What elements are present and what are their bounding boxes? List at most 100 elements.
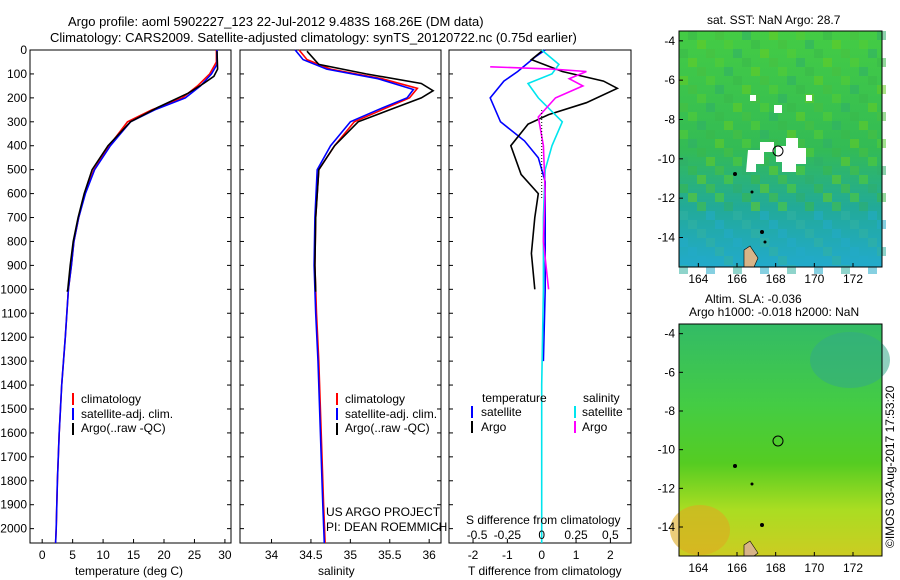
- sst-cell: [868, 49, 877, 58]
- island-dot: [750, 190, 754, 194]
- sst-cell: [760, 103, 769, 112]
- sst-cell: [742, 193, 751, 202]
- lat-tick-label: -10: [658, 152, 676, 166]
- depth-tick-label: 1800: [0, 474, 27, 488]
- sst-cell: [868, 184, 877, 193]
- sst-cell: [724, 202, 733, 211]
- sst-cell: [688, 85, 697, 94]
- sst-cell: [859, 148, 868, 157]
- x-tick-label: 25: [188, 548, 202, 562]
- sst-cell: [859, 175, 868, 184]
- sst-cell: [688, 112, 697, 121]
- temp-legend: climatology satellite-adj. clim. Argo(..…: [72, 392, 173, 435]
- sst-cell: [715, 31, 724, 40]
- sst-cell: [787, 238, 796, 247]
- sst-cell: [814, 265, 823, 274]
- sst-cell: [796, 193, 805, 202]
- lat-tick-label: -12: [658, 481, 676, 495]
- sst-cell: [733, 265, 742, 274]
- argo-position-marker: [772, 435, 784, 447]
- sst-cell: [868, 238, 877, 247]
- sst-cell: [823, 85, 832, 94]
- s-tick-label: -0.5: [467, 528, 488, 542]
- sst-cell: [724, 94, 733, 103]
- sst-cell: [778, 229, 787, 238]
- sst-cell: [841, 265, 850, 274]
- sst-cell: [706, 130, 715, 139]
- series-line-s-satellite: [526, 49, 564, 543]
- sst-cell: [832, 121, 841, 130]
- sst-cell: [769, 166, 778, 175]
- sst-cell: [688, 166, 697, 175]
- sst-map-axes: 164 166 168 170 172 -4 -6 -8 -10 -12 -14: [658, 34, 864, 286]
- sst-cell: [688, 58, 697, 67]
- s-tick-label: -0.25: [494, 528, 522, 542]
- diff-legend: temperature salinity satellite Argo sate…: [471, 391, 623, 434]
- sst-cell: [850, 193, 859, 202]
- series-line-climatology: [298, 49, 419, 544]
- sst-cell: [823, 112, 832, 121]
- sst-cell: [868, 130, 877, 139]
- sst-cell: [796, 166, 805, 175]
- sst-cell: [841, 76, 850, 85]
- sst-cell: [778, 40, 787, 49]
- sst-cell: [832, 94, 841, 103]
- sst-cell: [814, 238, 823, 247]
- sst-cell: [796, 58, 805, 67]
- series-line-t-argo: [509, 50, 620, 290]
- sst-cell: [814, 157, 823, 166]
- sst-cell: [679, 238, 688, 247]
- legend-label-t-argo: Argo: [481, 420, 507, 434]
- x-tick-label: 36: [422, 548, 436, 562]
- x-tick-label: 35: [344, 548, 358, 562]
- sst-cell: [805, 67, 814, 76]
- sst-cell: [715, 193, 724, 202]
- sla-map-frame: [678, 323, 883, 557]
- sst-cell: [715, 58, 724, 67]
- difference-plot: -2 -1 0 1 2 -0.5 -0.25 0 0.25 0.5: [467, 49, 620, 562]
- depth-tick-label: 1300: [0, 354, 27, 368]
- sst-cell: [859, 94, 868, 103]
- sst-cell: [805, 40, 814, 49]
- sst-cell: [733, 103, 742, 112]
- sst-cell: [868, 76, 877, 85]
- depth-tick-label: 200: [7, 91, 27, 105]
- island-dot: [750, 482, 754, 486]
- diff-xlabel-top: S difference from climatology: [466, 513, 621, 527]
- sst-cell: [796, 85, 805, 94]
- sst-cell: [706, 157, 715, 166]
- sst-cell: [823, 58, 832, 67]
- sst-cell: [859, 202, 868, 211]
- lat-tick-label: -4: [664, 327, 675, 341]
- x-tick-label: -1: [502, 548, 513, 562]
- depth-tick-label: 700: [7, 211, 27, 225]
- lat-tick-label: -8: [664, 404, 675, 418]
- depth-tick-label: 1000: [0, 282, 27, 296]
- sst-cell: [832, 148, 841, 157]
- sst-cell: [724, 40, 733, 49]
- sst-cell: [733, 238, 742, 247]
- sst-cell: [760, 49, 769, 58]
- sst-cell: [679, 49, 688, 58]
- sst-cell: [688, 247, 697, 256]
- sal-xlabel: salinity: [318, 564, 355, 578]
- legend-label-satellite: satellite-adj. clim.: [81, 407, 173, 421]
- sst-cell: [823, 193, 832, 202]
- sst-cell: [850, 247, 859, 256]
- sst-cell: [760, 211, 769, 220]
- sst-cell: [850, 220, 859, 229]
- sst-cell: [832, 229, 841, 238]
- s-tick-label: 0.5: [602, 528, 619, 542]
- lon-tick-label: 172: [843, 272, 863, 286]
- sst-cell: [787, 211, 796, 220]
- series-line-argo: [66, 51, 219, 292]
- sst-cell: [706, 49, 715, 58]
- credit-text: ©IMOS 03-Aug-2017 17:53:20: [883, 385, 897, 548]
- diff-panel-frame: [448, 49, 632, 544]
- sst-cell: [724, 148, 733, 157]
- x-tick-label: 2: [607, 548, 614, 562]
- depth-tick-label: 1100: [1, 306, 27, 320]
- sst-cell: [805, 175, 814, 184]
- lat-tick-label: -10: [658, 443, 676, 457]
- sst-cell: [724, 67, 733, 76]
